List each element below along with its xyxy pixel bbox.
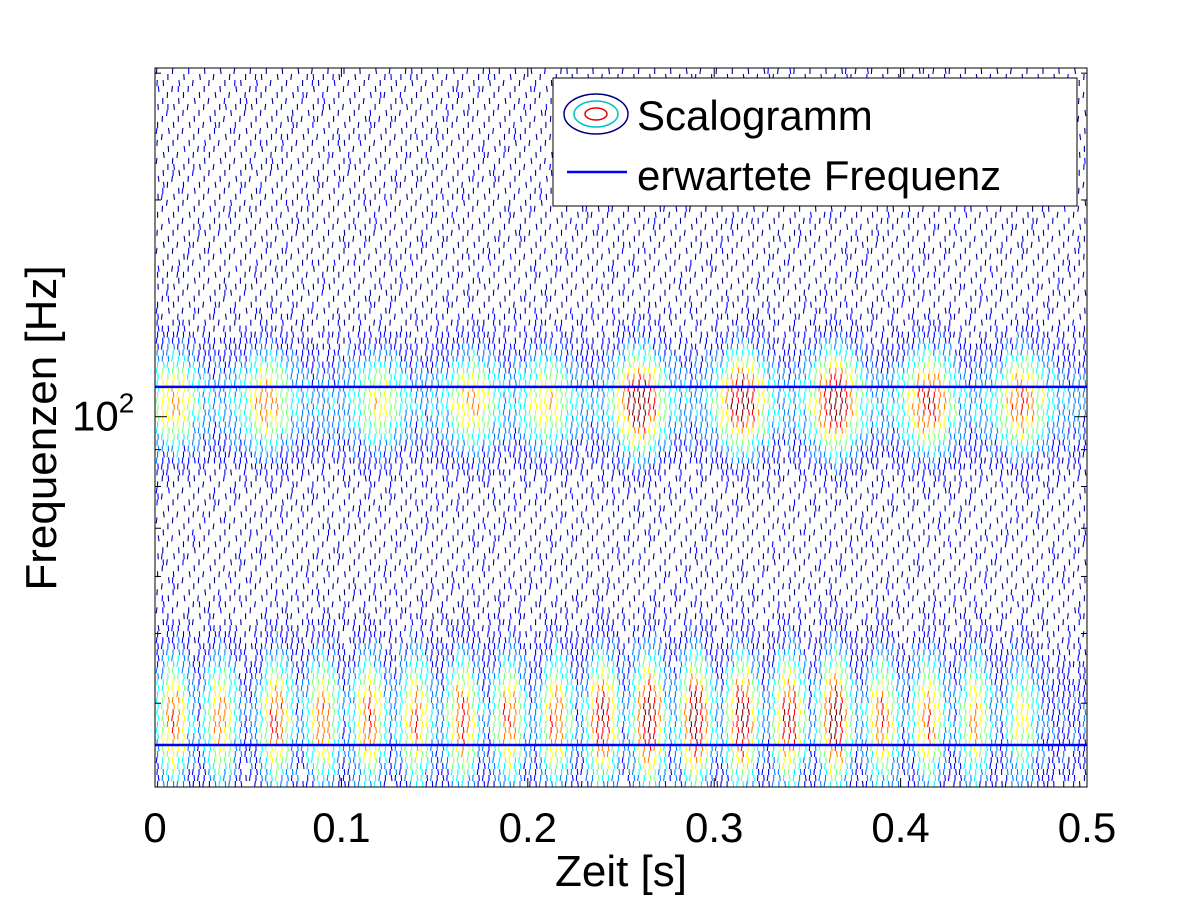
x-tick-label: 0.3	[685, 804, 743, 851]
x-axis-ticks: 0 0.1 0.2 0.3 0.4 0.5	[143, 68, 1116, 851]
y-axis-label: Frequenzen [Hz]	[17, 265, 66, 590]
contour-level	[155, 68, 1087, 787]
contour-level	[171, 373, 1028, 758]
x-tick-label: 0.4	[871, 804, 929, 851]
legend-label-erwartete-frequenz: erwartete Frequenz	[637, 152, 1001, 199]
contour-level	[155, 343, 1069, 787]
x-tick-label: 0.5	[1058, 804, 1116, 851]
contour-level	[160, 355, 1045, 776]
legend: Scalogramm erwartete Frequenz	[552, 77, 1078, 207]
y-axis-ticks	[155, 72, 1087, 704]
y-tick-label-100: 102	[72, 388, 134, 440]
plot-frame	[154, 67, 1088, 788]
contour-level	[155, 325, 1087, 787]
x-tick-label: 0	[143, 804, 166, 851]
scalogram-contours	[155, 68, 1087, 787]
x-axis-label: Zeit [s]	[555, 847, 687, 896]
legend-label-scalogramm: Scalogramm	[637, 92, 873, 139]
contour-level	[155, 349, 1045, 787]
contour-level	[368, 379, 936, 746]
x-tick-label: 0.2	[499, 804, 557, 851]
contour-level	[165, 367, 1035, 764]
expected-frequency-lines	[155, 385, 1087, 747]
legend-contour-swatch	[563, 93, 629, 135]
legend-box	[552, 77, 1078, 207]
x-tick-label: 0.1	[312, 804, 370, 851]
